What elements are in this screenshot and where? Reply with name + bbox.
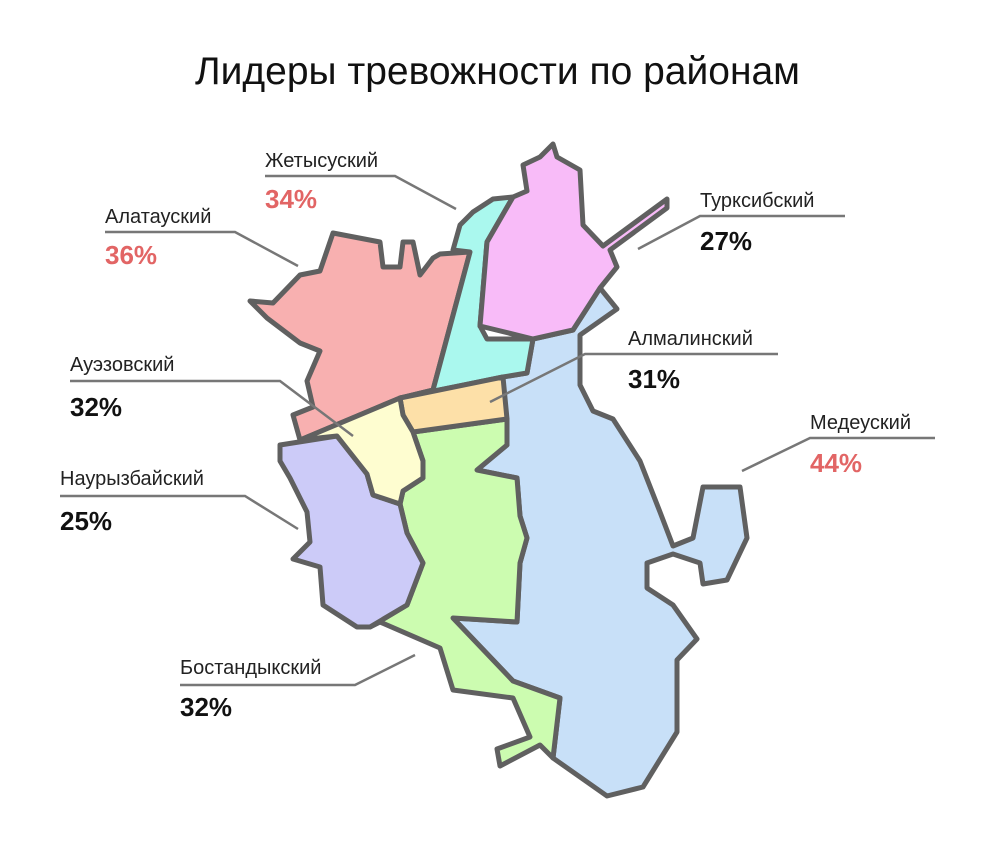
leader-line-medeu — [741, 436, 935, 473]
value-almaly: 31% — [628, 364, 681, 394]
leader-line-alatau — [105, 230, 299, 268]
map-title: Лидеры тревожности по районам — [195, 50, 800, 93]
value-nauryzbay: 25% — [60, 506, 113, 536]
leader-line-almaly — [489, 352, 778, 404]
label-alatau: Алатауский — [105, 206, 212, 228]
region-alatau — [247, 230, 473, 443]
label-almaly: Алмалинский — [628, 328, 753, 350]
value-auezov: 32% — [70, 392, 123, 422]
label-turksib: Турксибский — [700, 190, 815, 212]
value-zhetysu: 34% — [265, 184, 318, 214]
leader-line-nauryzbay — [60, 494, 299, 531]
leader-line-auezov — [70, 379, 354, 437]
label-bostandyk: Бостандыкский — [180, 657, 322, 679]
label-medeu: Медеуский — [810, 412, 912, 434]
region-auezov — [297, 395, 426, 507]
label-nauryzbay: Наурызбайский — [60, 468, 204, 490]
value-medeu: 44% — [810, 448, 863, 478]
value-bostandyk: 32% — [180, 692, 233, 722]
leader-line-zhetysu — [265, 174, 457, 211]
region-turksib — [477, 141, 670, 342]
value-turksib: 27% — [700, 226, 753, 256]
label-zhetysu: Жетысуский — [265, 150, 379, 172]
value-alatau: 36% — [105, 240, 158, 270]
leader-line-bostandyk — [180, 653, 416, 687]
label-auezov: Ауэзовский — [70, 354, 175, 376]
leader-line-turksib — [637, 214, 845, 251]
